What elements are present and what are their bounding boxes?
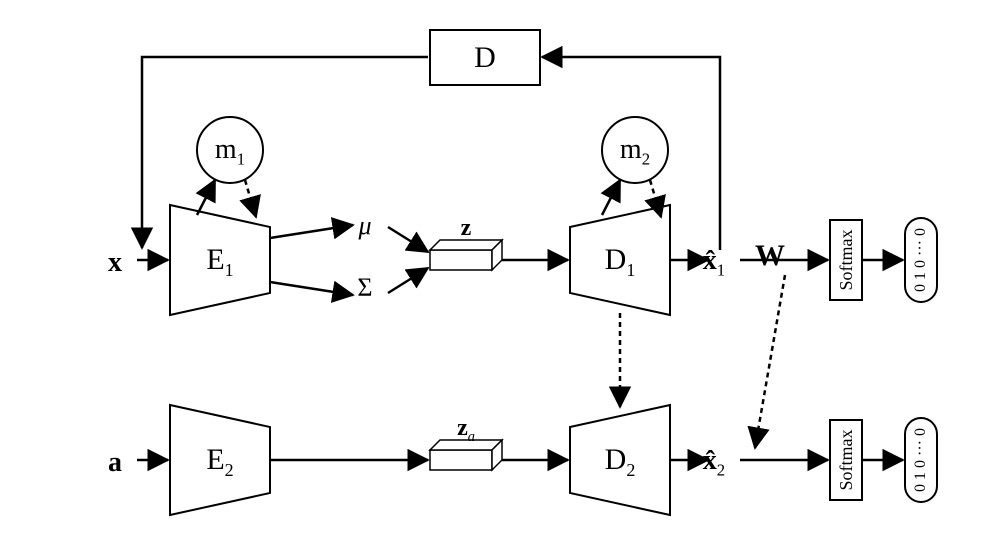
node-label: za [430, 414, 502, 442]
node-label: D2 [570, 405, 670, 515]
node-label: D1 [570, 205, 670, 315]
node-label: x̂1 [684, 244, 744, 278]
node-label: m1 [197, 117, 263, 183]
node-label: 0 1 0 ··· 0 [905, 418, 937, 502]
node-label: a [85, 446, 145, 480]
node-label: x [85, 246, 145, 280]
node-label: E1 [170, 205, 270, 315]
node-label: m2 [602, 117, 668, 183]
node-label: Σ [335, 272, 395, 304]
node-label: μ [335, 210, 395, 242]
node-label: x̂2 [684, 444, 744, 478]
node-label: E2 [170, 405, 270, 515]
node-label: D [430, 30, 540, 85]
node-label: 0 1 0 ··· 0 [905, 218, 937, 302]
node-label: Softmax [830, 420, 862, 500]
node-label: Softmax [830, 220, 862, 300]
node-label: W [740, 238, 800, 274]
node-label: z [430, 214, 502, 242]
